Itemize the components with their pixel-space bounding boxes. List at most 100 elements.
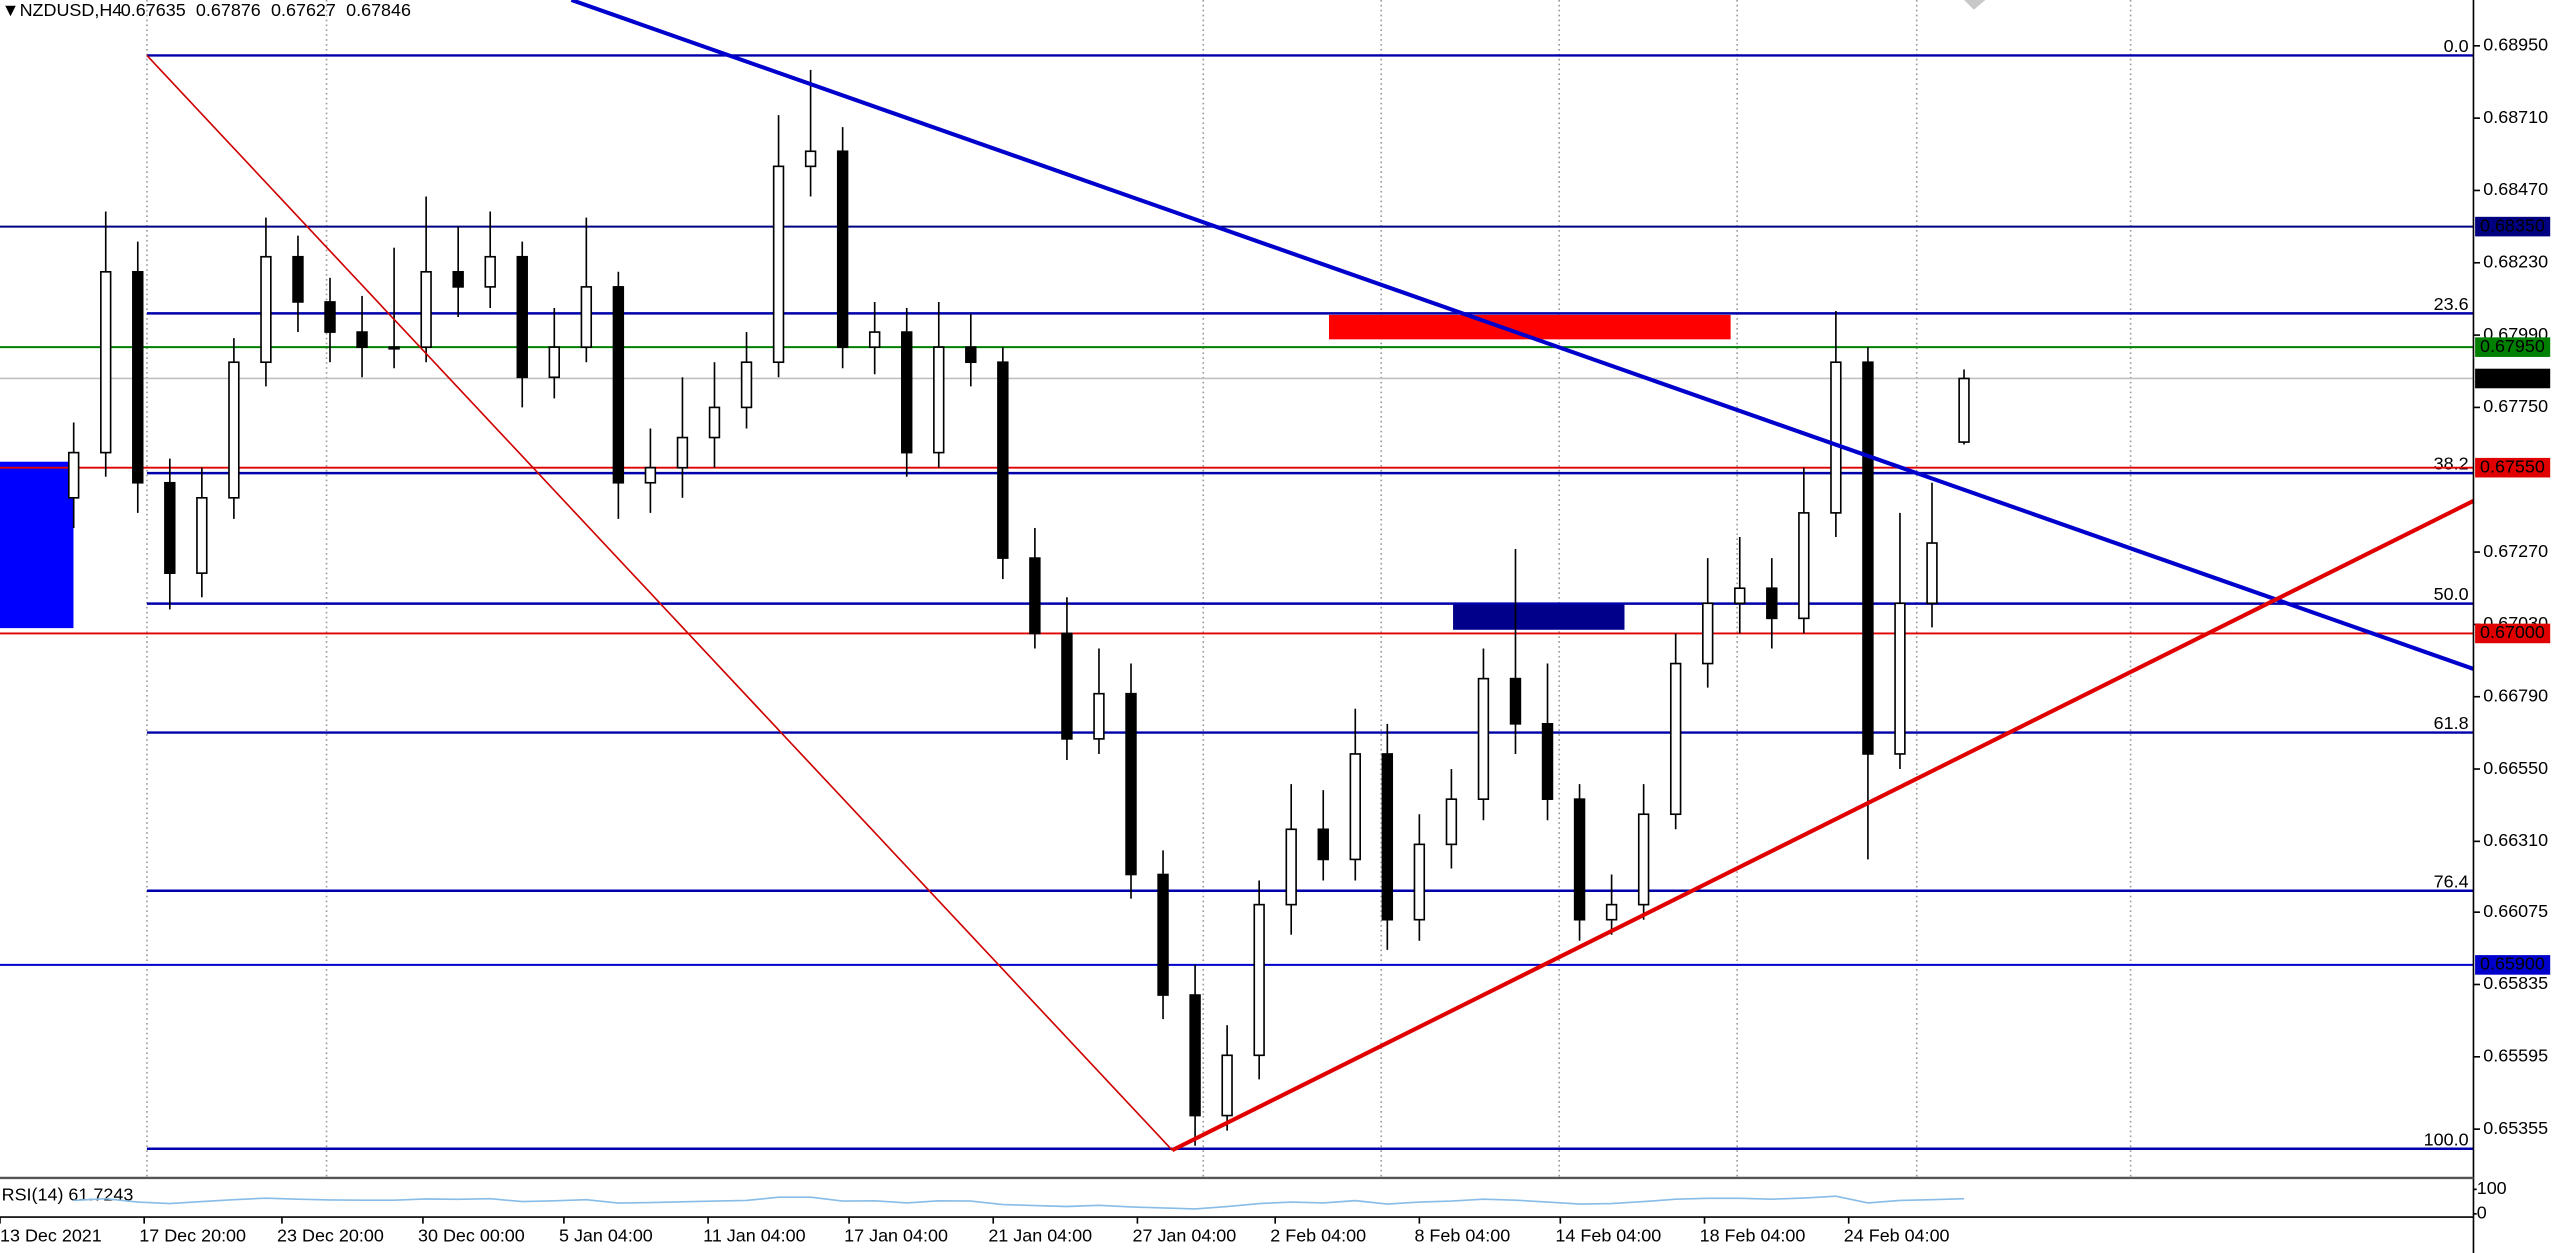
candle-body (1862, 361, 1874, 755)
level-tag-label: 0.67950 (2480, 336, 2545, 356)
candle-body (1637, 813, 1650, 906)
fib-label: 23.6 (2434, 294, 2469, 314)
x-tick-label: 21 Jan 04:00 (988, 1225, 1092, 1245)
rsi-line (73, 1195, 1965, 1210)
fib-label: 61.8 (2434, 713, 2469, 733)
trendline (570, 0, 2475, 671)
header-close: 0.67846 (346, 0, 411, 20)
candle-body (804, 150, 817, 168)
candle-body (997, 361, 1009, 559)
rsi-label: RSI(14) 61.7243 (2, 1185, 134, 1205)
level-tag-label: 0.65900 (2480, 954, 2545, 974)
candle-body (1894, 602, 1906, 755)
level-tag-label: 0.67550 (2480, 456, 2545, 476)
level-tag-label: 0.67000 (2480, 622, 2545, 642)
x-tick-label: 24 Feb 04:00 (1844, 1225, 1950, 1245)
y-tick-label: 0.65835 (2483, 973, 2548, 993)
x-tick-label: 18 Feb 04:00 (1700, 1225, 1806, 1245)
x-tick-label: 27 Jan 04:00 (1133, 1225, 1237, 1245)
y-tick-label: 0.68470 (2483, 179, 2548, 199)
candle-body (676, 436, 689, 469)
x-tick-label: 11 Jan 04:00 (703, 1225, 805, 1245)
y-tick-label: 0.68950 (2483, 35, 2548, 55)
candle-body (965, 346, 977, 364)
candle-body (933, 346, 945, 454)
candle-body (164, 481, 176, 574)
x-tick-label: 13 Dec 2021 (0, 1225, 102, 1245)
candle-body (1125, 692, 1137, 876)
y-tick-label: 0.65595 (2483, 1046, 2548, 1066)
level-tag (2475, 955, 2551, 975)
fib-label: 0.0 (2444, 36, 2469, 56)
candle-body (836, 150, 849, 348)
candle-body (612, 286, 625, 484)
level-tag-label: 0.68350 (2480, 215, 2545, 235)
candle-body (740, 361, 753, 409)
y-tick-label: 0.67750 (2483, 396, 2548, 416)
current-price-label: 0.67846 (2480, 367, 2545, 387)
candle-body (228, 361, 240, 499)
x-tick-label: 23 Dec 20:00 (277, 1225, 384, 1245)
candle-body (1830, 361, 1842, 514)
fib-label: 100.0 (2424, 1129, 2469, 1149)
candle-body (868, 331, 881, 348)
candle-body (132, 270, 144, 484)
levels: 0.0 23.6 38.2 50.0 61.8 76.4 100.0 (0, 36, 2474, 1150)
fib-label: 76.4 (2434, 871, 2469, 891)
candle-body (1445, 798, 1458, 846)
candle-body (1702, 602, 1714, 665)
candle-body (1413, 843, 1426, 921)
level-tag (2475, 337, 2551, 357)
level-tag (2475, 216, 2551, 237)
zone-rect (1453, 603, 1625, 630)
candle-body (644, 466, 657, 484)
candle-body (1798, 512, 1810, 620)
current-price-tag (2475, 368, 2551, 389)
fib-trendline (146, 54, 1173, 1151)
fib-label: 50.0 (2434, 584, 2469, 604)
x-tick-label: 17 Dec 20:00 (139, 1225, 246, 1245)
rsi-panel: RSI(14) 61.7243 0 100 (2, 1178, 2507, 1222)
y-tick-label: 0.66075 (2483, 901, 2548, 921)
candle-body (356, 331, 368, 348)
candle-body (548, 346, 561, 379)
header-high: 0.67876 (196, 0, 261, 20)
candle-body (1541, 723, 1554, 800)
y-tick-label: 0.68710 (2483, 107, 2548, 127)
header-low: 0.67627 (271, 0, 336, 20)
x-tick-label: 14 Feb 04:00 (1555, 1225, 1661, 1245)
level-tag (2475, 623, 2551, 644)
candle-body (1317, 828, 1329, 861)
candle-body (1734, 587, 1746, 605)
candle-body (1605, 903, 1618, 921)
candle-body (420, 270, 432, 348)
candle-body (1285, 828, 1297, 906)
y-tick-label: 0.66790 (2483, 685, 2548, 705)
candle-body (324, 301, 336, 333)
candle-body (292, 255, 304, 303)
candle-body (901, 331, 913, 454)
candle-body (1509, 677, 1522, 725)
candle-body (580, 286, 593, 348)
candle-body (1029, 557, 1041, 635)
candle-body (452, 270, 464, 288)
y-tick-label: 0.66550 (2483, 758, 2548, 778)
x-tick-label: 2 Feb 04:00 (1270, 1225, 1366, 1245)
level-tag (2475, 457, 2551, 478)
zone-rect (0, 461, 74, 629)
candle-body (260, 255, 272, 364)
candles (67, 69, 1970, 1146)
x-tick-label: 5 Jan 04:00 (559, 1225, 653, 1245)
rsi-tick-label: 100 (2477, 1178, 2507, 1198)
y-tick-label: 0.67270 (2483, 541, 2548, 561)
y-tick-label: 0.68230 (2483, 252, 2548, 272)
candle-body (1221, 1054, 1233, 1117)
candle-body (1253, 903, 1265, 1057)
candle-body (1061, 632, 1073, 740)
candle-body (516, 255, 528, 379)
candle-body (772, 165, 785, 364)
candle-body (1381, 753, 1394, 921)
header-open: 0.67635 (121, 0, 186, 20)
